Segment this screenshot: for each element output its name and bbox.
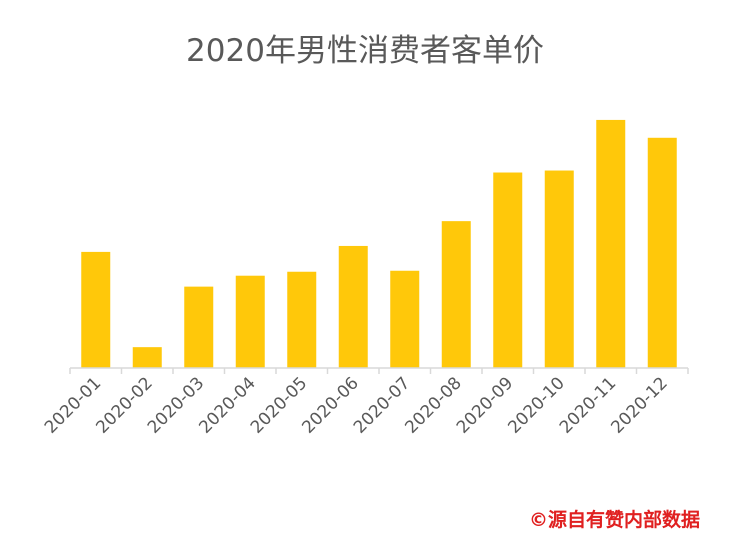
bar-2020-07 xyxy=(390,270,420,368)
bar-2020-01 xyxy=(81,251,111,368)
bar-2020-09 xyxy=(493,172,523,368)
bar-2020-03 xyxy=(184,286,214,368)
bar-2020-08 xyxy=(441,221,471,368)
bar-2020-06 xyxy=(338,245,368,368)
bar-2020-10 xyxy=(544,170,574,368)
x-tick-label-2020-12: 2020-12 xyxy=(607,373,671,437)
x-axis-tick-labels: 2020-012020-022020-032020-042020-052020-… xyxy=(41,373,672,437)
source-note: ©源自有赞内部数据 xyxy=(528,509,700,531)
bar-2020-05 xyxy=(287,271,317,368)
bar-2020-04 xyxy=(235,275,265,368)
bar-2020-02 xyxy=(132,347,162,368)
bar-2020-11 xyxy=(596,119,626,368)
chart-title: 2020年男性消费者客单价 xyxy=(186,33,544,69)
bar-2020-12 xyxy=(647,137,677,368)
x-axis-ticks xyxy=(69,368,689,374)
bars-layer xyxy=(81,119,677,368)
